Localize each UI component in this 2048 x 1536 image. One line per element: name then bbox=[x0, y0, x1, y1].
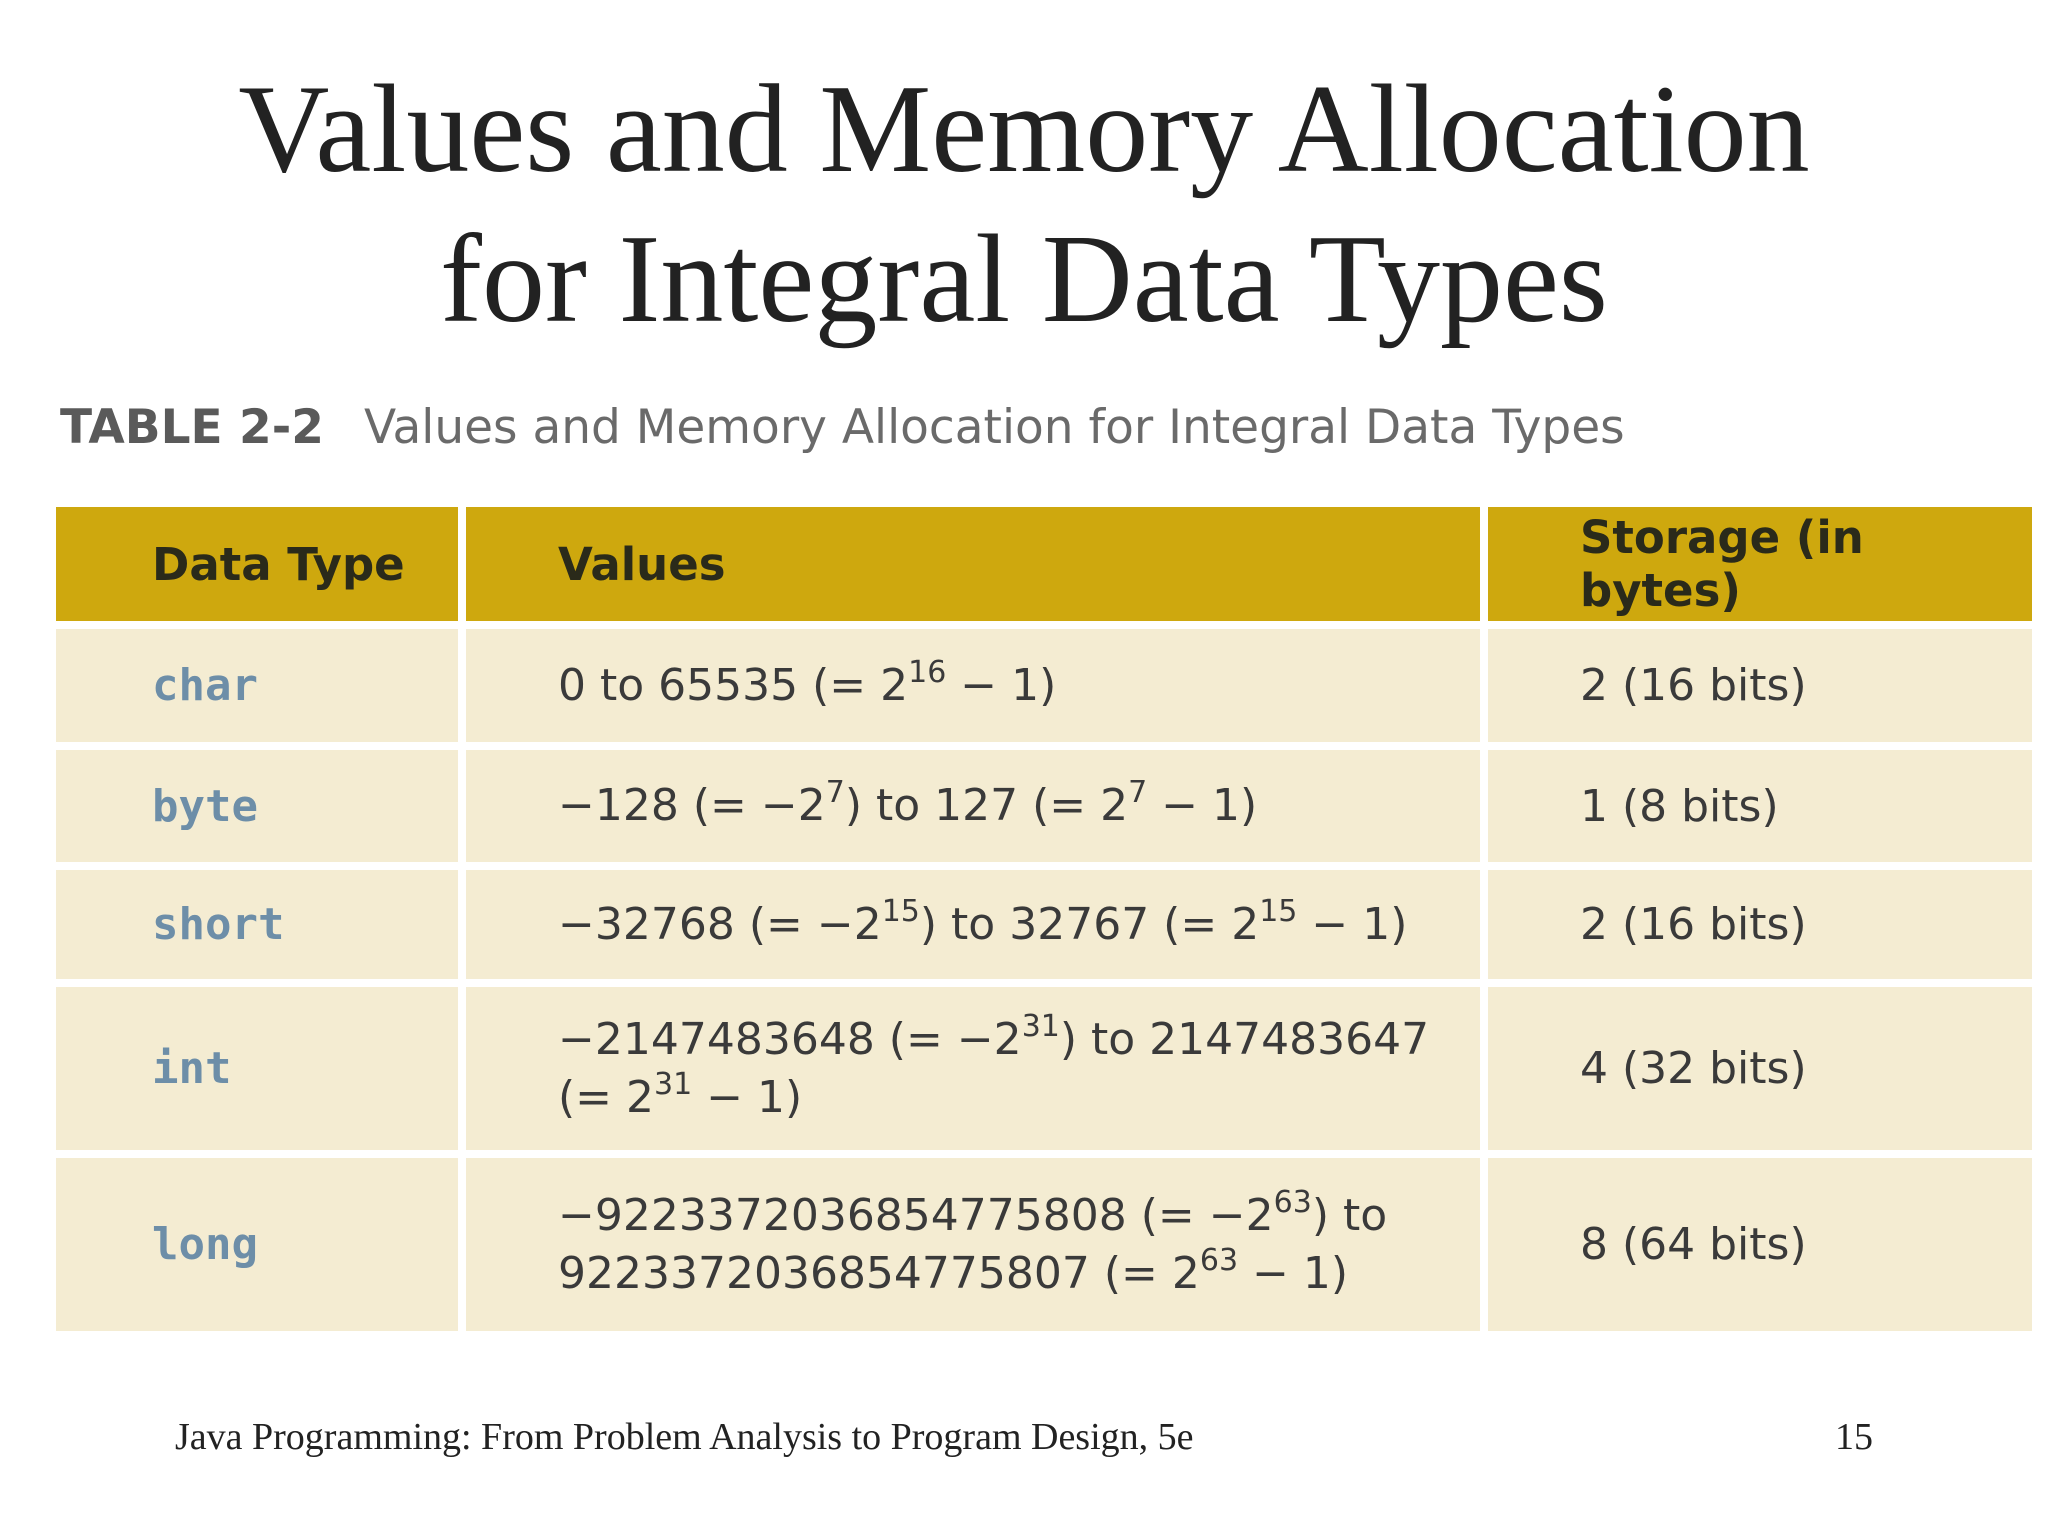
table-header-row: Data Type Values Storage (in bytes) bbox=[56, 507, 2032, 621]
values-line: 0 to 65535 (= 216 − 1) bbox=[558, 657, 1450, 715]
footer-book-title: Java Programming: From Problem Analysis … bbox=[175, 1416, 1194, 1458]
table-caption-text: Values and Memory Allocation for Integra… bbox=[363, 400, 1625, 455]
table-row: short −32768 (= −215) to 32767 (= 215 − … bbox=[56, 870, 2032, 979]
values-cell: −128 (= −27) to 127 (= 27 − 1) bbox=[466, 750, 1480, 862]
values-text: 9223372036854775807 (= 2 bbox=[558, 1247, 1200, 1299]
values-text: −2147483648 (= −2 bbox=[558, 1013, 1022, 1065]
exponent: 63 bbox=[1273, 1184, 1312, 1220]
values-text: − 1) bbox=[692, 1071, 803, 1123]
table-caption: TABLE 2-2 Values and Memory Allocation fo… bbox=[60, 400, 1625, 455]
data-type-cell: byte bbox=[56, 750, 458, 862]
values-text: − 1) bbox=[1238, 1247, 1349, 1299]
storage-cell: 8 (64 bits) bbox=[1488, 1158, 2032, 1331]
values-text: − 1) bbox=[1147, 780, 1258, 831]
values-line: −9223372036854775808 (= −263) to bbox=[558, 1187, 1450, 1245]
data-type-cell: long bbox=[56, 1158, 458, 1331]
slide-title-line-1: Values and Memory Allocation bbox=[238, 60, 1810, 199]
values-cell: −9223372036854775808 (= −263) to 92233720… bbox=[466, 1158, 1480, 1331]
values-text: ) to 2147483647 bbox=[1059, 1013, 1430, 1065]
exponent: 31 bbox=[1021, 1008, 1060, 1044]
table-row: char 0 to 65535 (= 216 − 1) 2 (16 bits) bbox=[56, 629, 2032, 742]
slide-title: Values and Memory Allocation for Integra… bbox=[0, 55, 2048, 355]
values-text: − 1) bbox=[1297, 898, 1408, 950]
column-header-values: Values bbox=[466, 507, 1480, 621]
exponent: 31 bbox=[654, 1066, 693, 1102]
values-text: −128 (= −2 bbox=[558, 780, 826, 831]
table-caption-label: TABLE 2-2 bbox=[60, 400, 324, 455]
values-cell: −2147483648 (= −231) to 2147483647 (= 231… bbox=[466, 987, 1480, 1150]
column-header-data-type: Data Type bbox=[56, 507, 458, 621]
exponent: 7 bbox=[825, 775, 845, 810]
exponent: 7 bbox=[1128, 775, 1148, 810]
exponent: 16 bbox=[908, 654, 947, 690]
values-text: − 1) bbox=[946, 659, 1057, 711]
values-line: 9223372036854775807 (= 263 − 1) bbox=[558, 1245, 1450, 1303]
exponent: 15 bbox=[881, 893, 920, 929]
integral-types-table: Data Type Values Storage (in bytes) char… bbox=[48, 499, 2040, 1339]
data-type-cell: int bbox=[56, 987, 458, 1150]
footer-page-number: 15 bbox=[1835, 1416, 1873, 1458]
exponent: 15 bbox=[1259, 893, 1298, 929]
values-text: −32768 (= −2 bbox=[558, 898, 882, 950]
data-type-cell: short bbox=[56, 870, 458, 979]
values-text: ) to bbox=[1311, 1189, 1388, 1241]
values-line: −32768 (= −215) to 32767 (= 215 − 1) bbox=[558, 896, 1450, 954]
values-text: (= 2 bbox=[558, 1071, 655, 1123]
exponent: 63 bbox=[1199, 1242, 1239, 1278]
data-type-cell: char bbox=[56, 629, 458, 742]
slide-title-line-2: for Integral Data Types bbox=[440, 210, 1608, 349]
storage-cell: 2 (16 bits) bbox=[1488, 629, 2032, 742]
values-text: ) to 127 (= 2 bbox=[844, 780, 1129, 831]
column-header-storage: Storage (in bytes) bbox=[1488, 507, 2032, 621]
values-line: −2147483648 (= −231) to 2147483647 bbox=[558, 1011, 1450, 1069]
table-row: int −2147483648 (= −231) to 2147483647 (=… bbox=[56, 987, 2032, 1150]
values-cell: 0 to 65535 (= 216 − 1) bbox=[466, 629, 1480, 742]
table-row: long −9223372036854775808 (= −263) to 922… bbox=[56, 1158, 2032, 1331]
values-text: 0 to 65535 (= 2 bbox=[558, 659, 909, 711]
values-text: ) to 32767 (= 2 bbox=[919, 898, 1260, 950]
values-text: −9223372036854775808 (= −2 bbox=[558, 1189, 1274, 1241]
storage-cell: 4 (32 bits) bbox=[1488, 987, 2032, 1150]
values-line: −128 (= −27) to 127 (= 27 − 1) bbox=[558, 777, 1450, 835]
values-line: (= 231 − 1) bbox=[558, 1069, 1450, 1127]
table-row: byte −128 (= −27) to 127 (= 27 − 1) 1 (8… bbox=[56, 750, 2032, 862]
storage-cell: 1 (8 bits) bbox=[1488, 750, 2032, 862]
values-cell: −32768 (= −215) to 32767 (= 215 − 1) bbox=[466, 870, 1480, 979]
storage-cell: 2 (16 bits) bbox=[1488, 870, 2032, 979]
